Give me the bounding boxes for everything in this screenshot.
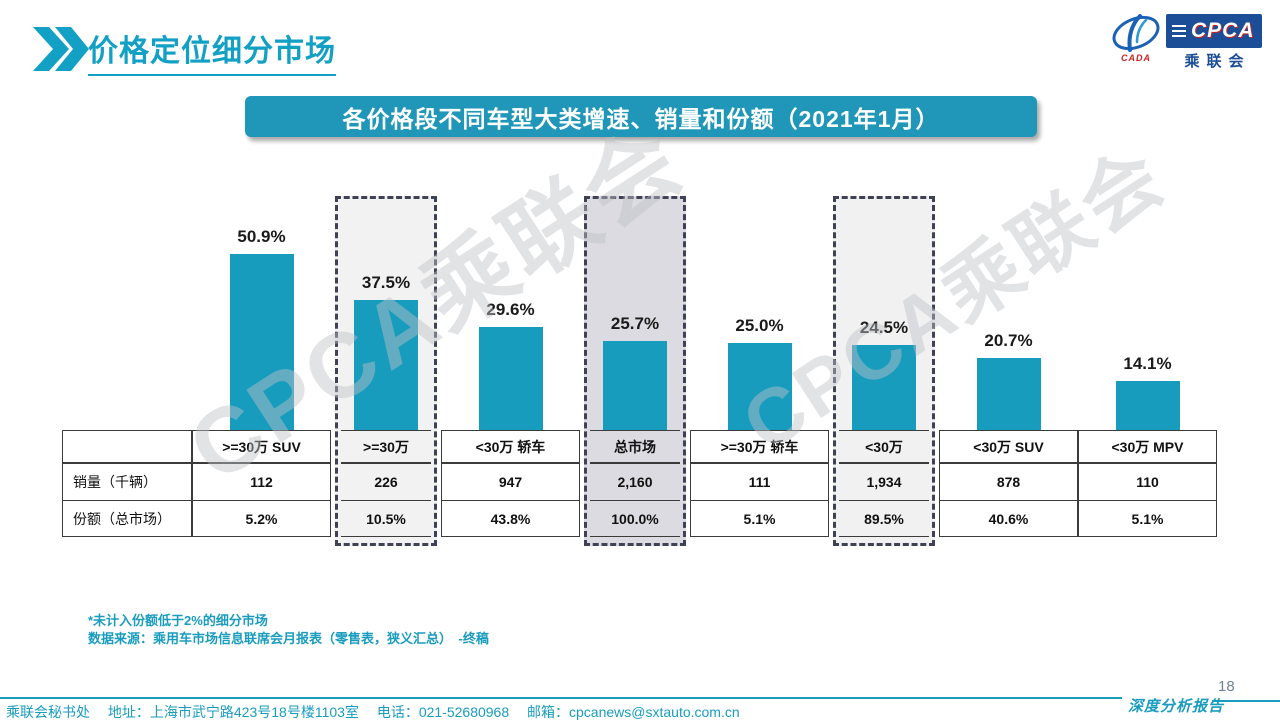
table-extension	[62, 537, 192, 546]
volume-cell: 878	[939, 463, 1078, 501]
footnote-line1: *未计入份额低于2%的细分市场	[88, 613, 268, 628]
table-extension	[939, 537, 1078, 546]
logo-emblem: CADA	[1110, 14, 1162, 63]
bar	[727, 343, 792, 430]
share-cell: 89.5%	[839, 500, 929, 537]
column-header-cell: >=30万	[341, 430, 431, 463]
logo-oval-icon	[1112, 14, 1160, 52]
column-header-cell: <30万 轿车	[441, 430, 580, 463]
volume-cell: 947	[441, 463, 580, 501]
figure-column: 20.7% <30万 SUV 878 40.6%	[939, 196, 1078, 546]
chart-spacer	[62, 196, 192, 430]
bar-value-label: 25.0%	[735, 316, 784, 336]
banner-title: 各价格段不同车型大类增速、销量和份额（2021年1月）	[342, 105, 940, 132]
bar-slot: 14.1%	[1078, 196, 1217, 430]
table-corner-cell	[62, 430, 192, 463]
bar-value-label: 14.1%	[1123, 354, 1172, 374]
bar-value-label: 37.5%	[361, 273, 411, 293]
figure-column: 25.7% 总市场 2,160 100.0%	[584, 196, 686, 546]
bar	[1115, 381, 1180, 430]
volume-cell: 2,160	[590, 463, 680, 501]
bar-slot: 25.7%	[590, 196, 680, 430]
section-banner: 各价格段不同车型大类增速、销量和份额（2021年1月）	[245, 96, 1037, 137]
row-label-column: 销量（千辆） 份额（总市场）	[62, 196, 192, 546]
bar-value-label: 50.9%	[237, 226, 286, 246]
share-cell: 43.8%	[441, 500, 580, 537]
bar-slot: 24.5%	[839, 196, 929, 430]
figure-column: 29.6% <30万 轿车 947 43.8%	[441, 196, 580, 546]
figure-column: 14.1% <30万 MPV 110 5.1%	[1078, 196, 1217, 546]
footer-divider	[0, 697, 1122, 699]
bar	[976, 358, 1041, 430]
row-label: 份额（总市场）	[62, 500, 192, 537]
bar-slot: 29.6%	[441, 196, 580, 430]
logo-emblem-caption: CADA	[1121, 53, 1151, 63]
row-label: 销量（千辆）	[62, 463, 192, 501]
bar-slot: 37.5%	[341, 196, 431, 430]
bar	[852, 345, 916, 430]
logo-box-text: CPCA	[1191, 19, 1255, 42]
bar-value-label: 25.7%	[610, 313, 660, 333]
volume-cell: 111	[690, 463, 829, 501]
share-cell: 5.1%	[1078, 500, 1217, 537]
bar-value-label: 20.7%	[984, 331, 1033, 351]
figure-column: 50.9% >=30万 SUV 112 5.2%	[192, 196, 331, 546]
bar-value-label: 24.5%	[859, 318, 909, 338]
bar	[478, 327, 543, 430]
table-extension	[690, 537, 829, 546]
share-cell: 10.5%	[341, 500, 431, 537]
bar	[354, 300, 418, 430]
contact-info: 乘联会秘书处 地址：上海市武宁路423号18号楼1103室 电话：021-526…	[6, 704, 740, 720]
logo-wordmark: CPCA 乘联会	[1166, 14, 1262, 71]
logo-stripes-icon	[1172, 25, 1186, 37]
report-series-label: 深度分析报告	[1128, 697, 1225, 715]
page-number: 18	[1218, 678, 1235, 695]
column-header-cell: <30万 SUV	[939, 430, 1078, 463]
column-header-cell: <30万 MPV	[1078, 430, 1217, 463]
share-cell: 5.2%	[192, 500, 331, 537]
cpca-logo: CADA CPCA 乘联会	[1110, 14, 1262, 71]
logo-box: CPCA	[1166, 14, 1262, 48]
bar-slot: 25.0%	[690, 196, 829, 430]
bar-chart-with-table: 销量（千辆） 份额（总市场） 50.9% >=30万 SUV 112 5.2% 37.5% >…	[62, 196, 1217, 546]
figure-column: 24.5% <30万 1,934 89.5%	[833, 196, 935, 546]
column-header-cell: <30万	[839, 430, 929, 463]
footer-divider-right	[1212, 700, 1280, 702]
table-extension	[192, 537, 331, 546]
logo-subtext: 乘联会	[1184, 53, 1251, 70]
footnotes: *未计入份额低于2%的细分市场 数据来源：乘用车市场信息联席会月报表（零售表，狭…	[88, 612, 489, 648]
volume-cell: 226	[341, 463, 431, 501]
column-header-cell: >=30万 SUV	[192, 430, 331, 463]
share-cell: 5.1%	[690, 500, 829, 537]
column-header-cell: >=30万 轿车	[690, 430, 829, 463]
footnote-line2: 数据来源：乘用车市场信息联席会月报表（零售表，狭义汇总） -终稿	[88, 631, 489, 646]
figure-column: 25.0% >=30万 轿车 111 5.1%	[690, 196, 829, 546]
share-cell: 100.0%	[590, 500, 680, 537]
share-cell: 40.6%	[939, 500, 1078, 537]
bar	[603, 340, 667, 430]
table-extension	[441, 537, 580, 546]
bar-value-label: 29.6%	[486, 300, 535, 320]
table-extension	[1078, 537, 1217, 546]
volume-cell: 1,934	[839, 463, 929, 501]
figure-column: 37.5% >=30万 226 10.5%	[335, 196, 437, 546]
volume-cell: 110	[1078, 463, 1217, 501]
bar-slot: 20.7%	[939, 196, 1078, 430]
bar	[229, 253, 294, 430]
bar-slot: 50.9%	[192, 196, 331, 430]
double-chevron-icon	[33, 27, 89, 71]
page-title: 价格定位细分市场	[88, 26, 336, 76]
column-header-cell: 总市场	[590, 430, 680, 463]
volume-cell: 112	[192, 463, 331, 501]
highlight-dashed-box	[335, 196, 437, 546]
